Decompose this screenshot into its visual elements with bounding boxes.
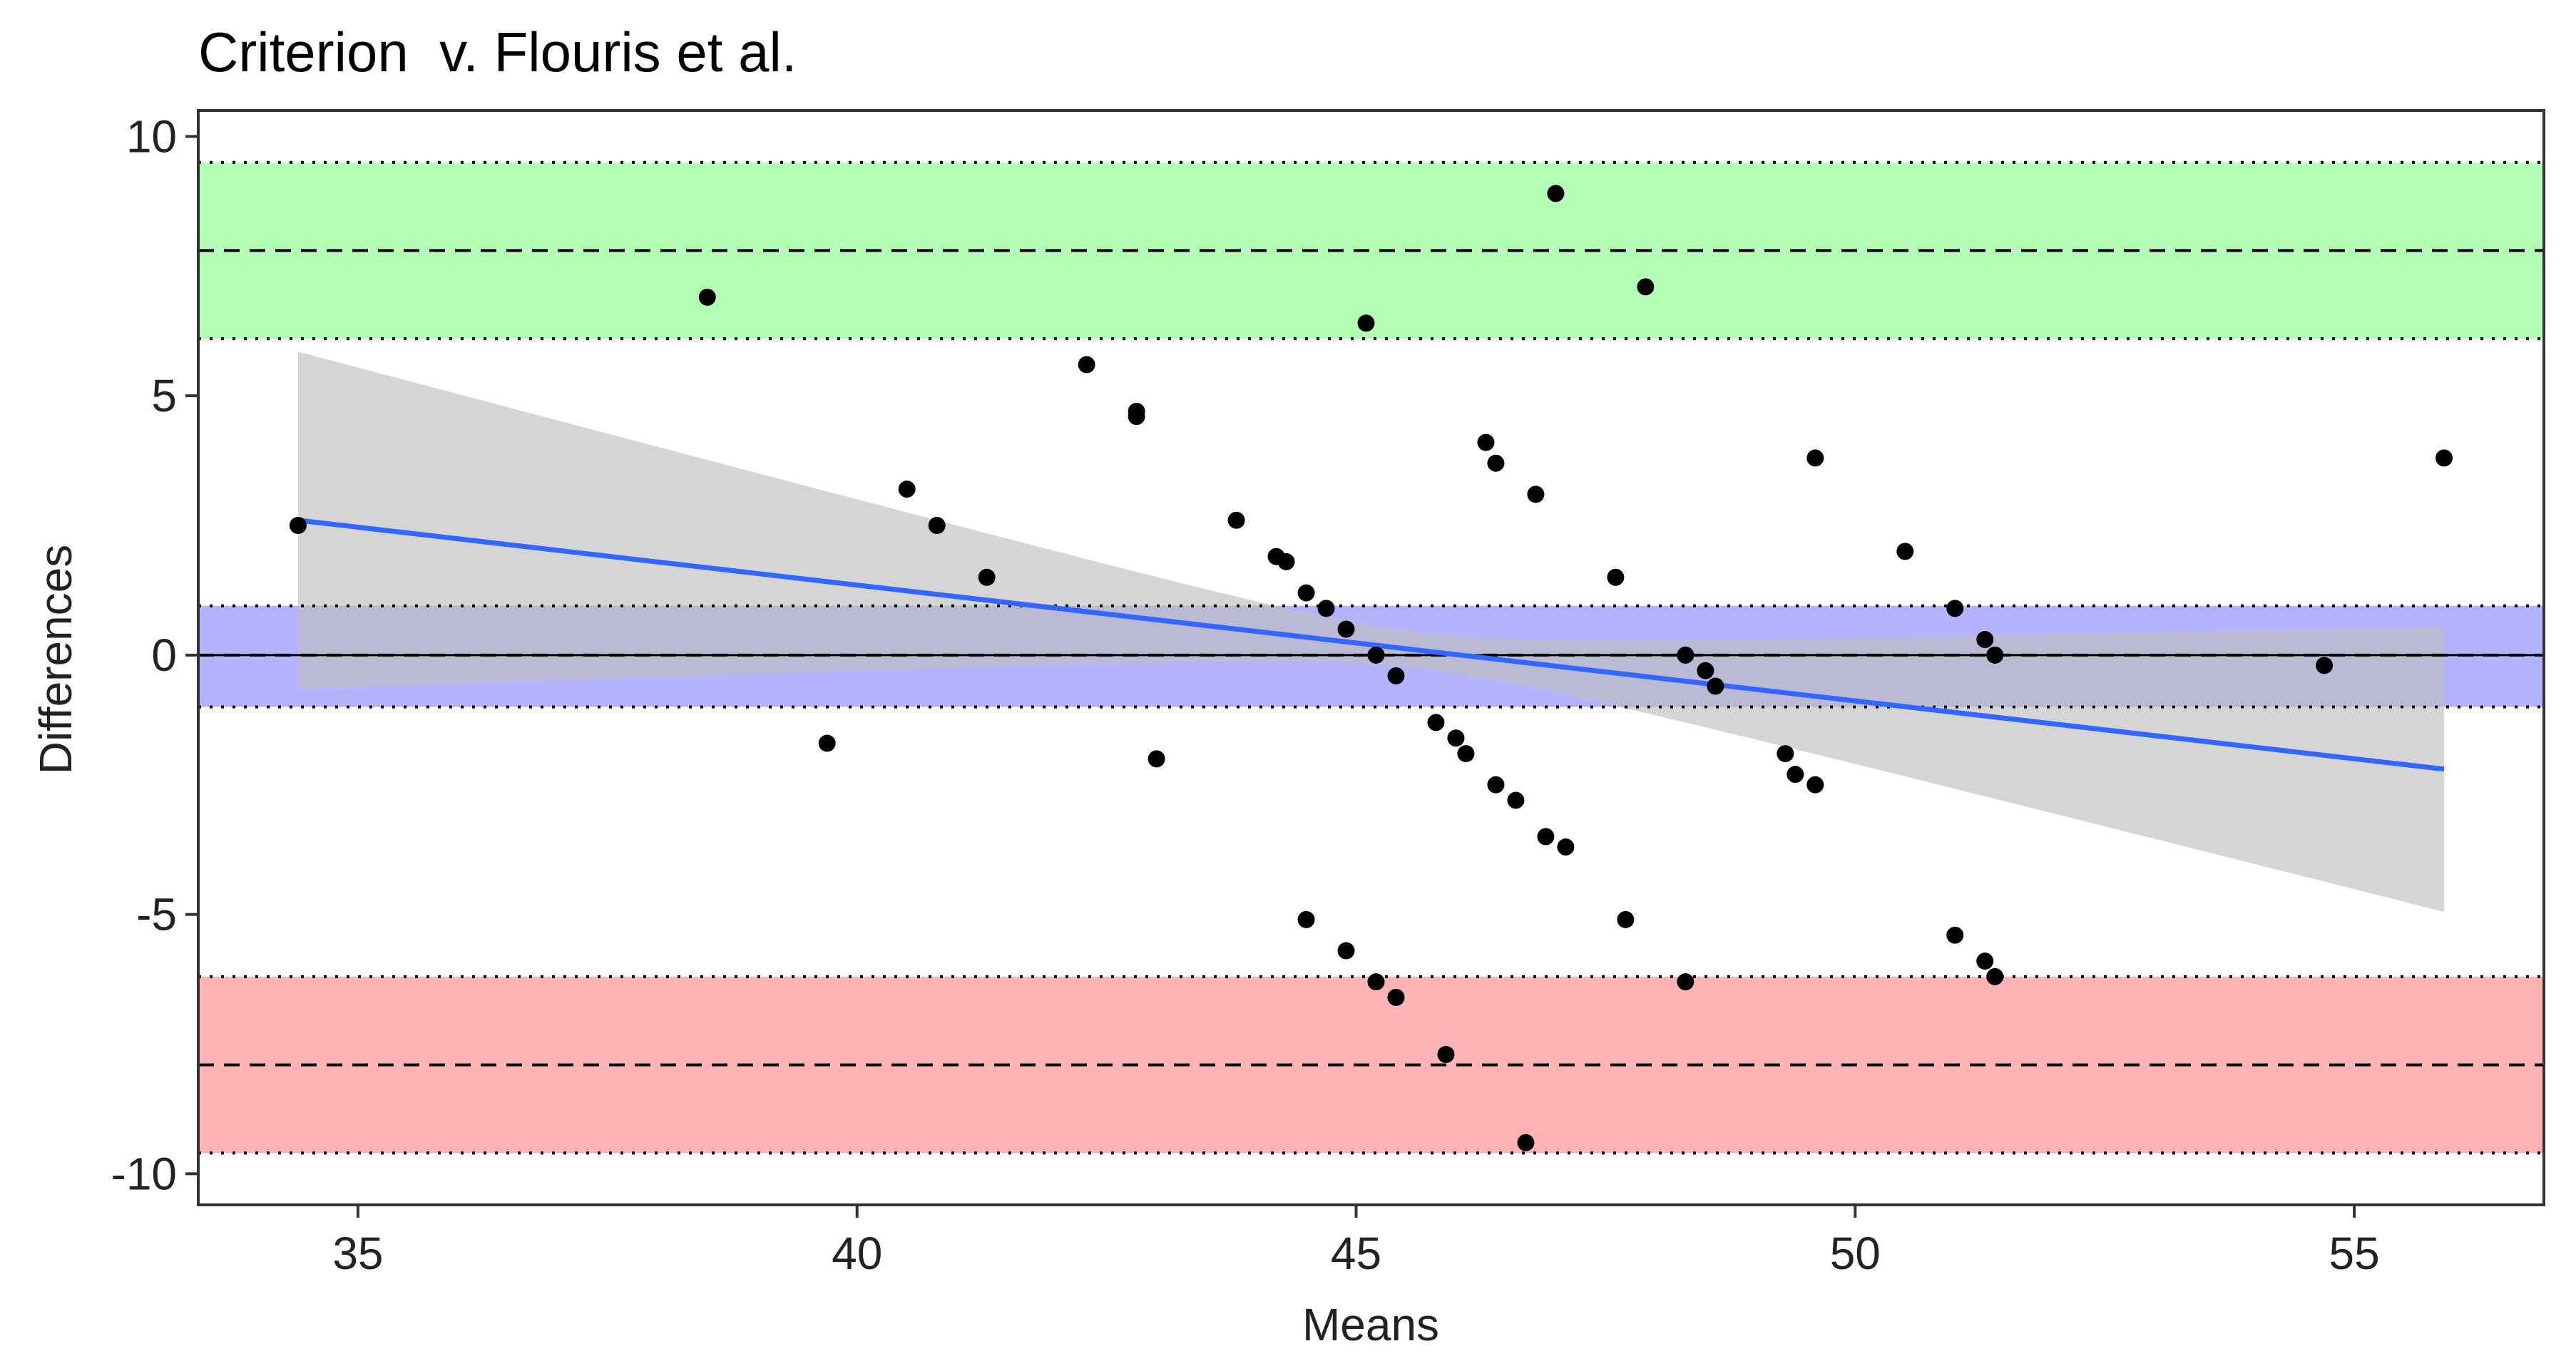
data-point [1787, 766, 1804, 784]
confidence-band [297, 351, 2445, 912]
data-point [1387, 667, 1405, 684]
data-point [1297, 910, 1315, 928]
data-point [1128, 402, 1145, 420]
chart-title: Criterion v. Flouris et al. [198, 21, 797, 83]
data-point [818, 734, 836, 752]
data-point [289, 516, 307, 534]
data-point [1427, 714, 1445, 731]
y-tick-label: -5 [136, 889, 177, 940]
plot-border [197, 109, 2545, 1206]
data-point [1297, 584, 1315, 602]
data-point [1707, 677, 1724, 695]
x-tick-label: 40 [832, 1228, 882, 1279]
data-point [1806, 449, 1824, 467]
data-point [1677, 973, 1695, 991]
data-point [1976, 952, 1994, 970]
data-point [1806, 776, 1824, 794]
data-point [1557, 838, 1575, 856]
data-point [1607, 568, 1625, 586]
x-axis-label: Means [1302, 1299, 1439, 1350]
data-point [1986, 967, 2004, 985]
data-point [1946, 926, 1964, 944]
data-point [1946, 600, 1964, 617]
x-tick-label: 50 [1830, 1228, 1881, 1279]
data-point [2316, 657, 2334, 674]
data-point [1637, 278, 1655, 296]
data-point [1507, 791, 1525, 809]
plot-area [198, 160, 2544, 1155]
data-point [1517, 1134, 1535, 1151]
data-point [1227, 511, 1245, 529]
data-point [1527, 486, 1545, 503]
data-point [1367, 973, 1385, 991]
data-point [1317, 600, 1335, 617]
data-point [978, 568, 996, 586]
y-tick-label: 5 [151, 370, 177, 421]
data-point [1976, 631, 1994, 649]
data-point [898, 481, 916, 498]
data-point [1487, 776, 1505, 794]
data-point [1357, 314, 1375, 332]
data-point [1697, 662, 1714, 679]
y-tick-label: 10 [126, 111, 177, 162]
data-point [1078, 356, 1095, 374]
data-point [1367, 646, 1385, 664]
data-point [1387, 989, 1405, 1007]
data-point [1277, 553, 1295, 570]
data-point [1547, 185, 1565, 202]
data-point [1477, 433, 1495, 451]
data-point [1437, 1046, 1455, 1064]
data-point [928, 516, 946, 534]
data-point [2436, 449, 2453, 467]
data-point [1537, 828, 1555, 846]
data-point [1986, 646, 2004, 664]
regression-line [297, 518, 2445, 772]
x-tick-label: 55 [2329, 1228, 2379, 1279]
upper-limit-band [198, 162, 2544, 339]
data-point [1148, 750, 1165, 768]
data-point [1457, 745, 1475, 763]
data-point [1337, 942, 1355, 960]
data-point [1447, 729, 1465, 747]
data-point [698, 288, 716, 306]
data-point [1487, 454, 1505, 472]
data-point [1337, 620, 1355, 638]
y-tick-label: 0 [151, 630, 177, 681]
lower-limit-band [198, 976, 2544, 1154]
data-point [1617, 910, 1635, 928]
x-tick-label: 35 [332, 1228, 383, 1279]
data-point [1896, 543, 1914, 560]
x-tick-label: 45 [1331, 1228, 1381, 1279]
data-point [1777, 745, 1794, 763]
y-tick-label: -10 [111, 1148, 178, 1199]
data-point [1677, 646, 1695, 664]
y-axis-label: Differences [30, 545, 81, 775]
